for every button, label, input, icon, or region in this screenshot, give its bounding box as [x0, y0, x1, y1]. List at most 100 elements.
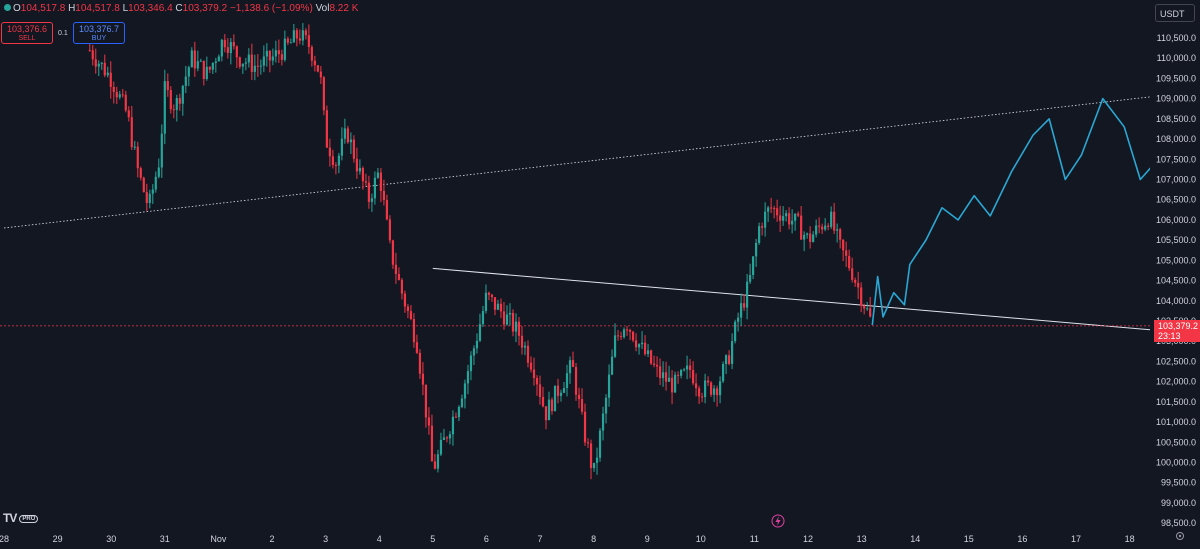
- candle-body: [172, 109, 175, 111]
- price-tick-label: 110,000.0: [1157, 53, 1196, 63]
- candle-body: [827, 225, 830, 227]
- candle-body: [676, 374, 680, 376]
- candle-body: [616, 335, 620, 337]
- ohlc-high: 104,517.8: [75, 3, 120, 14]
- candle-body: [403, 293, 407, 307]
- candle-body: [247, 54, 250, 63]
- candle-body: [313, 60, 316, 66]
- candle-body: [577, 394, 581, 400]
- candle-body: [274, 50, 277, 57]
- candle-body: [223, 39, 226, 48]
- candle-body: [442, 437, 446, 440]
- logo-text: TV: [3, 511, 17, 525]
- candle-body: [232, 42, 235, 47]
- candle-body: [830, 211, 833, 227]
- price-tick-label: 107,500.0: [1156, 154, 1196, 164]
- price-tick-label: 106,500.0: [1156, 195, 1196, 205]
- ohlc-legend: O104,517.8 H104,517.8 L103,346.4 C103,37…: [4, 3, 358, 14]
- candle-body: [613, 335, 617, 357]
- candle-body: [166, 81, 169, 91]
- time-tick-label: 8: [591, 534, 596, 544]
- price-tick-label: 109,000.0: [1156, 94, 1196, 104]
- candle-body: [848, 255, 851, 269]
- candle-body: [217, 56, 220, 62]
- candle-body: [310, 47, 313, 61]
- candle-body: [812, 234, 815, 242]
- candle-body: [460, 398, 464, 407]
- candle-body: [863, 305, 866, 309]
- candles: [88, 23, 872, 480]
- candle-body: [400, 279, 404, 294]
- candle-body: [412, 319, 416, 343]
- candle-body: [478, 324, 482, 341]
- candle-body: [631, 331, 635, 341]
- candle-body: [517, 321, 521, 336]
- candle-body: [289, 42, 292, 44]
- candle-body: [280, 54, 283, 60]
- candle-body: [673, 374, 677, 393]
- candle-body: [487, 292, 491, 295]
- buy-button[interactable]: 103,376.7 BUY: [73, 22, 125, 44]
- candle-body: [815, 225, 818, 235]
- candle-body: [731, 341, 734, 364]
- candle-body: [133, 146, 136, 148]
- tradingview-logo[interactable]: TV PRO: [3, 511, 39, 525]
- candle-body: [821, 226, 824, 230]
- candle-body: [568, 360, 572, 374]
- candle-body: [328, 147, 331, 157]
- candle-body: [637, 344, 641, 348]
- candle-body: [661, 372, 665, 379]
- candle-body: [776, 208, 779, 216]
- candle-body: [352, 139, 356, 159]
- candle-body: [700, 396, 704, 398]
- candle-body: [130, 117, 133, 148]
- candle-body: [679, 370, 683, 376]
- price-tick-label: 100,500.0: [1156, 437, 1196, 447]
- time-tick-label: 30: [106, 534, 116, 544]
- candle-body: [607, 374, 611, 398]
- candle-body: [430, 425, 434, 462]
- candle-body: [181, 85, 184, 104]
- lightning-icon-bolt: [775, 516, 781, 526]
- candle-body: [764, 211, 767, 228]
- candle-body: [448, 434, 452, 439]
- candle-body: [472, 348, 476, 356]
- candle-body: [755, 242, 758, 257]
- sell-button[interactable]: 103,376.6 SELL: [1, 22, 53, 44]
- candle-body: [785, 213, 788, 217]
- candle-body: [100, 62, 103, 64]
- candle-body: [334, 165, 337, 167]
- candle-body: [325, 110, 328, 148]
- candle-body: [304, 30, 307, 36]
- candle-body: [139, 168, 142, 178]
- time-tick-label: 16: [1017, 534, 1027, 544]
- ohlc-open: 104,517.8: [20, 3, 66, 14]
- candle-body: [770, 207, 773, 209]
- candle-body: [388, 219, 392, 241]
- candle-body: [268, 50, 271, 61]
- candle-body: [818, 225, 821, 227]
- price-tick-label: 101,500.0: [1156, 397, 1196, 407]
- candle-body: [619, 336, 623, 338]
- price-tick-label: 108,000.0: [1156, 134, 1196, 144]
- candle-body: [382, 190, 386, 201]
- candle-body: [226, 47, 229, 54]
- candle-body: [523, 345, 527, 348]
- price-tick-label: 105,500.0: [1156, 235, 1196, 245]
- candle-body: [463, 383, 467, 399]
- candle-body: [490, 294, 494, 298]
- candle-body: [628, 329, 632, 332]
- candle-body: [286, 38, 289, 43]
- candle-body: [845, 250, 848, 256]
- candle-body: [553, 385, 557, 412]
- candle-body: [752, 256, 755, 275]
- currency-button[interactable]: USDT: [1155, 4, 1195, 22]
- candle-body: [794, 213, 797, 221]
- candle-body: [211, 62, 214, 70]
- candle-body: [244, 62, 247, 64]
- candle-body: [256, 65, 259, 67]
- candle-body: [622, 329, 626, 337]
- candle-body: [833, 211, 836, 231]
- candle-body: [592, 462, 596, 469]
